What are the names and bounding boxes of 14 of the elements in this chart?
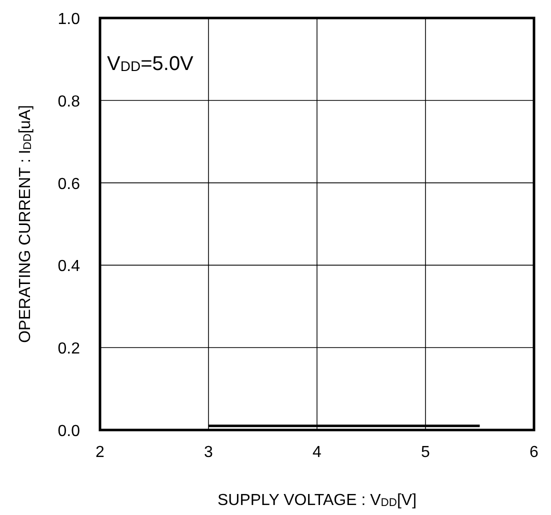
y-tick-label: 0.2 xyxy=(58,340,80,358)
x-tick-label: 4 xyxy=(312,444,322,461)
annotation: VDD=5.0V xyxy=(107,53,194,75)
y-tick-label: 0.6 xyxy=(58,176,80,193)
y-tick-label: 0.4 xyxy=(58,258,80,276)
y-tick-label: 0.0 xyxy=(58,423,80,440)
x-tick-label: 5 xyxy=(421,444,430,461)
x-tick-label: 3 xyxy=(204,444,214,461)
x-tick-label: 6 xyxy=(530,444,539,461)
y-tick-label: 0.8 xyxy=(58,93,80,110)
x-tick-label: 2 xyxy=(96,444,105,461)
y-tick-label: 1.0 xyxy=(58,11,80,28)
x-axis-title: SUPPLY VOLTAGE : VDD[V] xyxy=(217,492,417,510)
y-axis-title: OPERATING CURRENT : IDD[uA] xyxy=(17,105,34,343)
